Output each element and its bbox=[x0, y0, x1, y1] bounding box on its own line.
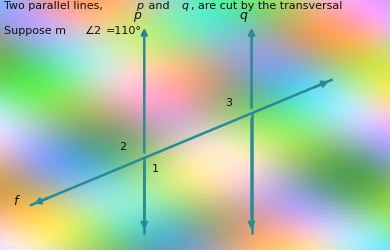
Text: =110°.: =110°. bbox=[106, 26, 145, 36]
Text: Two parallel lines,: Two parallel lines, bbox=[4, 1, 106, 11]
Text: 3: 3 bbox=[225, 98, 232, 108]
Text: 2: 2 bbox=[119, 142, 126, 152]
Text: Suppose m: Suppose m bbox=[4, 26, 66, 36]
Text: 1: 1 bbox=[152, 164, 159, 174]
Text: f: f bbox=[13, 195, 18, 208]
Text: p: p bbox=[136, 1, 143, 11]
Text: , are cut by the transversal: , are cut by the transversal bbox=[191, 1, 346, 11]
Text: ∠2: ∠2 bbox=[84, 26, 101, 36]
Text: q: q bbox=[240, 10, 248, 22]
Text: p: p bbox=[133, 10, 140, 22]
Text: and: and bbox=[145, 1, 173, 11]
Text: q: q bbox=[181, 1, 189, 11]
